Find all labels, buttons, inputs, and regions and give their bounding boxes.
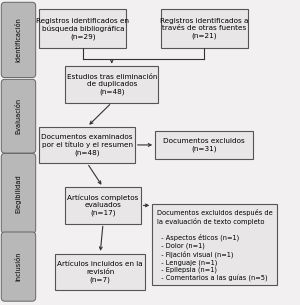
Text: Artículos incluidos en la
revisión
(n=7): Artículos incluidos en la revisión (n=7) [57, 261, 143, 283]
Text: Evaluación: Evaluación [16, 98, 22, 134]
FancyBboxPatch shape [152, 204, 277, 285]
FancyBboxPatch shape [65, 66, 158, 103]
FancyBboxPatch shape [1, 79, 36, 153]
Text: Artículos completos
evaluados
(n=17): Artículos completos evaluados (n=17) [68, 194, 139, 216]
Text: Registros identificados a
través de otras fuentes
(n=21): Registros identificados a través de otra… [160, 18, 248, 39]
FancyBboxPatch shape [39, 9, 126, 48]
FancyBboxPatch shape [155, 131, 254, 159]
Text: Documentos examinados
por el título y el resumen
(n=48): Documentos examinados por el título y el… [41, 134, 133, 156]
FancyBboxPatch shape [39, 127, 135, 163]
Text: Elegibilidad: Elegibilidad [16, 174, 22, 213]
FancyBboxPatch shape [1, 232, 36, 301]
FancyBboxPatch shape [1, 153, 36, 233]
FancyBboxPatch shape [55, 254, 145, 290]
FancyBboxPatch shape [1, 2, 36, 77]
Text: Estudios tras eliminación
de duplicados
(n=48): Estudios tras eliminación de duplicados … [67, 74, 157, 95]
FancyBboxPatch shape [65, 187, 141, 224]
FancyBboxPatch shape [161, 9, 248, 48]
Text: Inclusión: Inclusión [16, 252, 22, 281]
Text: Documentos excluidos después de
la evaluación de texto completo

  - Aspectos ét: Documentos excluidos después de la evalu… [157, 209, 272, 282]
Text: Documentos excluidos
(n=31): Documentos excluidos (n=31) [164, 138, 245, 152]
Text: Registros identificados en
búsqueda bibliográfica
(n=29): Registros identificados en búsqueda bibl… [36, 17, 129, 40]
Text: Identificación: Identificación [16, 17, 22, 62]
